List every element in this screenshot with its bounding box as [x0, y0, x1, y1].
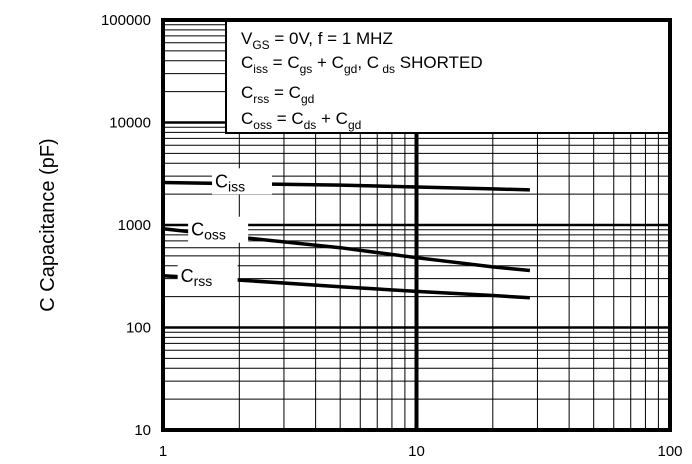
y-tick-label: 10 [134, 422, 151, 439]
plot-frame [161, 18, 672, 432]
series-labels: Ciss Coss Crss [177, 168, 273, 289]
annotation-line: Crss = Cgd [241, 83, 314, 106]
x-tick-label: 1 [159, 443, 167, 460]
legend-annotation-box [225, 19, 671, 134]
series-label-rss: Crss [181, 266, 213, 289]
annotation-line: Ciss = Cgs + Cgd, C ds SHORTED [241, 53, 483, 76]
annotation-line: Coss = Cds + Cgd [241, 109, 361, 132]
series-label-bg [177, 262, 238, 289]
series-label-bg [188, 216, 249, 243]
y-tick-label: 10000 [109, 115, 151, 132]
series-label-iss: Ciss [215, 171, 245, 194]
annotation-line: VGS = 0V, f = 1 MHZ [241, 29, 393, 52]
y-tick-label: 100000 [101, 12, 151, 29]
y-tick-label: 100 [126, 320, 151, 337]
tick-labels: 10 100 1000 10000 100000 1 10 100 [101, 12, 683, 460]
grid [161, 20, 670, 432]
series-label-oss: Coss [191, 220, 226, 243]
x-tick-label: 10 [408, 443, 425, 460]
series-label-bg [212, 168, 273, 195]
y-axis-label: C Capacitance (pF) [37, 138, 59, 311]
x-tick-label: 100 [657, 443, 682, 460]
y-tick-label: 1000 [118, 217, 151, 234]
